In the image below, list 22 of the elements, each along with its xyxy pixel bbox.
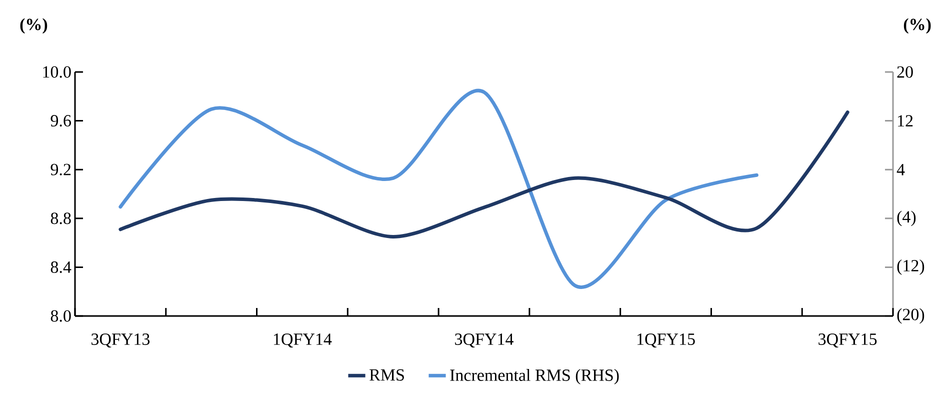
y-tick-label: 8.4 <box>50 261 72 273</box>
y2-tick-label: (20) <box>897 308 924 324</box>
x-tick-label: 3QFY15 <box>818 334 877 348</box>
legend-label: RMS <box>370 369 404 381</box>
y-tick-label: 9.6 <box>50 115 71 127</box>
y2-tick-label: 4 <box>896 164 905 176</box>
y-tick-label: 8.0 <box>50 310 71 322</box>
x-tick-label: 3QFY13 <box>92 334 150 348</box>
y-axis-title: (%) <box>20 18 48 34</box>
y-tick-label: 10.0 <box>43 66 71 78</box>
x-tick-label: 3QFY14 <box>455 334 514 348</box>
y2-tick-label: 20 <box>897 66 913 78</box>
legend-label: Incremental RMS (RHS) <box>450 369 619 384</box>
y-tick-label: 9.2 <box>50 164 71 176</box>
y2-axis-title: (%) <box>904 18 931 34</box>
y2-tick-label: (4) <box>897 210 916 226</box>
y-tick-label: 8.8 <box>50 212 71 224</box>
line-series <box>118 110 850 238</box>
x-tick-label: 1QFY15 <box>638 334 695 348</box>
y2-tick-label: (12) <box>897 259 924 275</box>
x-tick-label: 1QFY14 <box>274 334 332 348</box>
y2-tick-label: 12 <box>898 115 913 126</box>
